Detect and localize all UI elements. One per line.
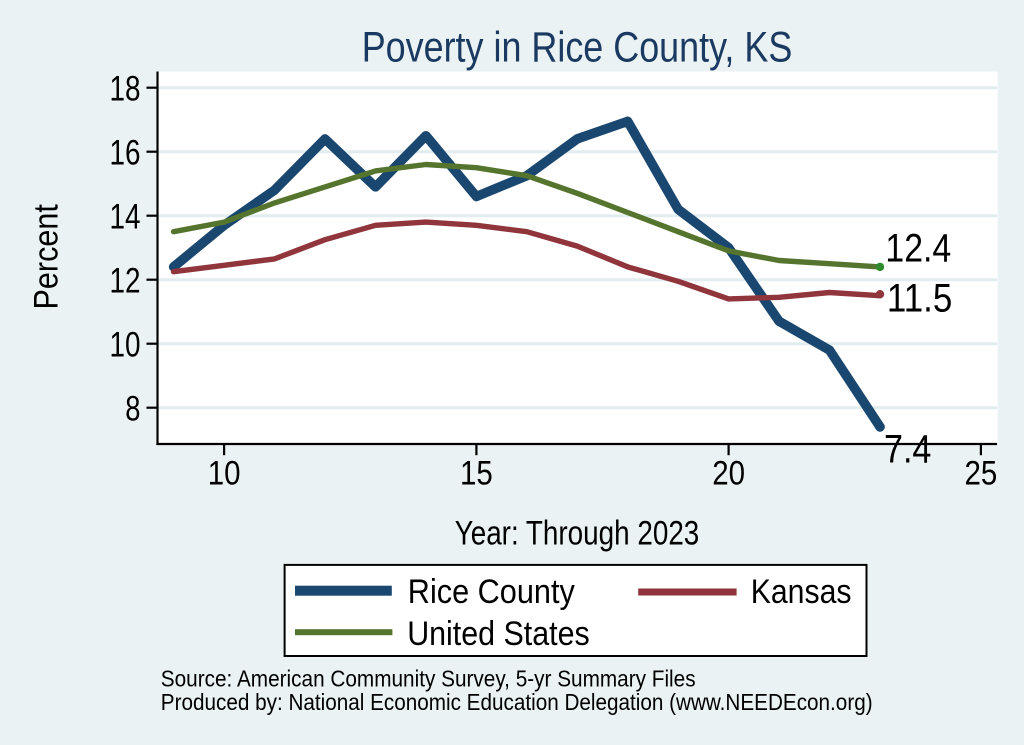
svg-text:Rice County: Rice County bbox=[408, 573, 576, 611]
svg-text:Poverty in Rice County, KS: Poverty in Rice County, KS bbox=[362, 25, 793, 72]
svg-text:Percent: Percent bbox=[28, 204, 66, 310]
svg-text:10: 10 bbox=[208, 455, 241, 493]
svg-text:18: 18 bbox=[110, 70, 141, 109]
svg-text:16: 16 bbox=[110, 134, 141, 173]
svg-text:Year: Through 2023: Year: Through 2023 bbox=[455, 515, 700, 553]
svg-text:15: 15 bbox=[460, 455, 493, 493]
svg-text:12.4: 12.4 bbox=[885, 227, 951, 271]
svg-text:20: 20 bbox=[712, 455, 745, 493]
svg-text:United States: United States bbox=[407, 615, 590, 653]
svg-text:14: 14 bbox=[110, 198, 141, 237]
svg-text:12: 12 bbox=[110, 262, 141, 301]
svg-text:25: 25 bbox=[965, 455, 998, 493]
svg-text:7.4: 7.4 bbox=[884, 428, 931, 472]
svg-text:8: 8 bbox=[125, 390, 140, 429]
svg-text:Produced by: National Economic: Produced by: National Economic Education… bbox=[161, 689, 873, 715]
svg-text:Source: American Community Sur: Source: American Community Survey, 5-yr … bbox=[161, 666, 696, 692]
svg-text:Kansas: Kansas bbox=[751, 573, 852, 611]
svg-text:10: 10 bbox=[110, 326, 141, 365]
svg-text:11.5: 11.5 bbox=[887, 276, 952, 320]
